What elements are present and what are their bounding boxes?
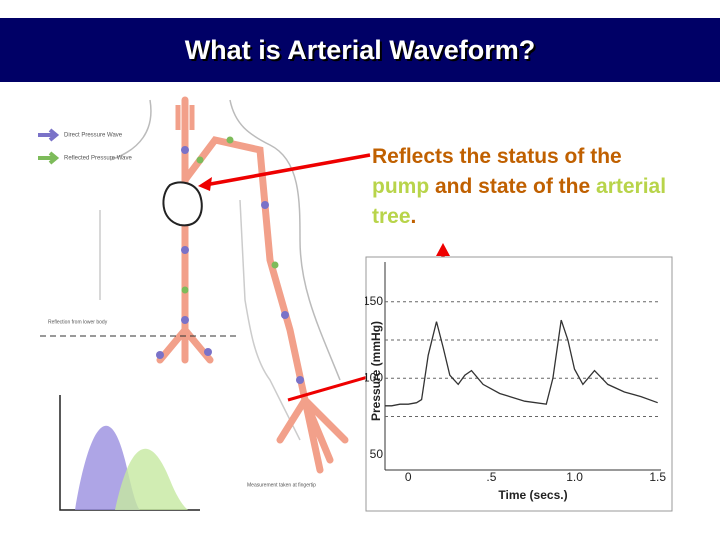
- slide-title: What is Arterial Waveform?: [184, 35, 536, 65]
- figure-label: Reflection from lower body: [48, 319, 108, 325]
- y-tick-label: 50: [370, 447, 384, 461]
- text: .: [410, 205, 417, 228]
- pointer-arrow: [436, 243, 450, 256]
- heart: [162, 181, 203, 227]
- legend-arrow: [38, 151, 60, 165]
- reflected-arrows: [181, 136, 279, 294]
- x-tick-label: 0: [405, 470, 412, 484]
- x-axis-label: Time (secs.): [498, 488, 567, 502]
- y-tick-label: 100: [365, 370, 383, 384]
- artery: [156, 96, 349, 474]
- legend-label: Direct Pressure Wave: [64, 133, 123, 139]
- figure-label: Measurement taken at fingertip: [247, 482, 316, 488]
- description: Reflects the status of the pump and stat…: [372, 142, 672, 232]
- x-tick-label: .5: [486, 470, 496, 484]
- artery: [175, 105, 195, 130]
- text: and state of the: [429, 175, 597, 198]
- legend-arrow: [38, 128, 60, 142]
- chart: Pressure (mmHg) Time (secs.) 50 100 150 0 .5…: [365, 256, 673, 512]
- y-axis-label: Pressure (mmHg): [369, 321, 383, 421]
- chart-frame: [365, 256, 673, 512]
- x-tick-label: 1.0: [566, 470, 583, 484]
- highlight: arterial tree: [372, 175, 667, 228]
- legend-label: Reflected Pressure Wave: [64, 156, 132, 162]
- flow-arrows: [156, 146, 304, 384]
- pointer-arrow: [204, 153, 371, 187]
- body-outline: [99, 199, 301, 441]
- pointer-arrow: [198, 177, 212, 191]
- reflected-wave: [115, 448, 188, 510]
- text: Reflects the status of the: [372, 145, 622, 168]
- highlight: pump: [372, 175, 430, 198]
- x-tick-label: 1.5: [649, 470, 666, 484]
- y-tick-label: 150: [365, 294, 383, 308]
- body-outline: [109, 99, 341, 381]
- waveform-line: [385, 319, 658, 407]
- title-bar: [0, 18, 720, 82]
